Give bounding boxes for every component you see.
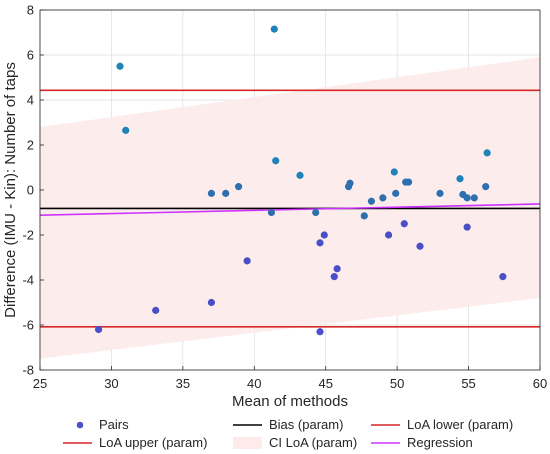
data-point [316, 239, 324, 247]
data-point [122, 126, 130, 134]
y-tick-label: -4 [22, 273, 34, 288]
data-point [456, 175, 464, 183]
x-tick-label: 40 [247, 376, 261, 391]
data-point [296, 171, 304, 179]
y-tick-label: 0 [27, 183, 34, 198]
data-point [404, 178, 413, 186]
data-point [470, 194, 478, 202]
data-point [499, 273, 507, 281]
legend-regression-label: Regression [407, 435, 473, 450]
data-point [222, 189, 230, 197]
data-point [267, 208, 276, 217]
x-tick-label: 30 [104, 376, 118, 391]
lines-layer [40, 89, 540, 328]
data-point [207, 298, 216, 307]
x-ticks: 25 30 35 40 45 50 55 60 [33, 366, 547, 391]
x-tick-label: 25 [33, 376, 47, 391]
data-point [333, 265, 341, 273]
y-axis-label: Difference (IMU - Kin): Number of taps [2, 62, 19, 318]
data-point [436, 189, 444, 197]
data-point [316, 328, 324, 336]
data-point [272, 157, 280, 165]
data-point [360, 212, 368, 220]
y-tick-label: -6 [22, 318, 34, 333]
legend-loa-lower-label: LoA lower (param) [407, 417, 513, 432]
data-point [330, 273, 338, 281]
data-point [483, 149, 491, 157]
legend-loa-upper-label: LoA upper (param) [99, 435, 207, 450]
x-tick-label: 60 [533, 376, 547, 391]
data-point [116, 62, 124, 70]
legend-pairs-marker [76, 421, 84, 429]
data-point [207, 189, 216, 197]
data-point [152, 306, 160, 314]
legend-pairs-label: Pairs [99, 417, 129, 432]
data-point [463, 223, 471, 231]
legend-bias-label: Bias (param) [269, 417, 343, 432]
data-point [270, 25, 278, 33]
data-point [312, 208, 320, 217]
data-point [94, 325, 103, 334]
y-tick-label: 4 [27, 93, 34, 108]
legend-ci-swatch [233, 437, 262, 449]
data-point [234, 183, 243, 191]
x-tick-label: 55 [461, 376, 475, 391]
legend: Pairs Bias (param) LoA lower (param) LoA… [63, 417, 513, 450]
points-layer [94, 25, 507, 336]
y-tick-label: 8 [27, 3, 34, 18]
x-tick-label: 50 [390, 376, 404, 391]
x-axis-label: Mean of methods [232, 393, 348, 410]
y-tick-label: 2 [27, 138, 34, 153]
data-point [320, 231, 328, 239]
data-point [463, 194, 471, 202]
x-tick-label: 35 [176, 376, 190, 391]
data-point [390, 168, 398, 176]
y-tick-label: 6 [27, 48, 34, 63]
data-point [346, 179, 354, 187]
y-tick-label: -2 [22, 228, 34, 243]
y-tick-label: -8 [22, 363, 34, 378]
y-ticks: 8 6 4 2 0 -2 -4 -6 -8 [22, 3, 44, 378]
x-tick-label: 45 [318, 376, 332, 391]
data-point [392, 189, 400, 197]
data-point [400, 220, 408, 228]
data-point [482, 183, 490, 191]
legend-ci-label: CI LoA (param) [269, 435, 357, 450]
data-point [416, 242, 424, 250]
data-point [379, 194, 387, 202]
data-point [367, 197, 376, 205]
data-point [384, 231, 393, 239]
regression-line [40, 203, 540, 216]
data-point [243, 257, 251, 265]
